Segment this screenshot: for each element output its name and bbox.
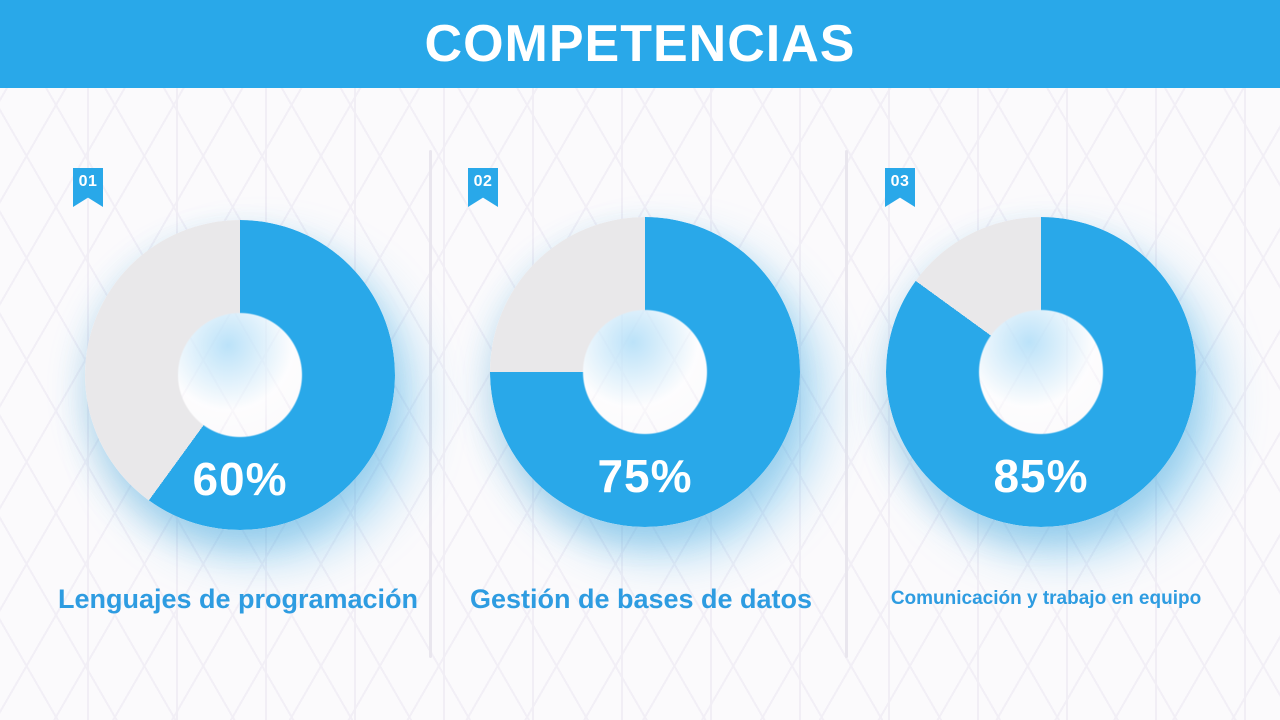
donut-chart-programming: 60% bbox=[85, 220, 395, 530]
badge-number: 02 bbox=[473, 173, 493, 190]
percent-value: 85% bbox=[993, 450, 1089, 502]
donut-chart-databases: 75% bbox=[490, 217, 800, 527]
section-label: Gestión de bases de datos bbox=[469, 584, 813, 614]
donut-chart-communication: 85% bbox=[886, 217, 1196, 527]
donut-ring bbox=[886, 217, 1196, 527]
bookmark-badge-icon: 02 bbox=[468, 168, 498, 207]
section-label: Comunicación y trabajo en equipo bbox=[890, 588, 1202, 609]
donut-ring bbox=[490, 217, 800, 527]
percent-value: 60% bbox=[192, 453, 288, 505]
page-title: COMPETENCIAS bbox=[424, 15, 856, 73]
percent-value: 75% bbox=[597, 450, 693, 502]
section-label: Lenguajes de programación bbox=[57, 584, 419, 614]
section-divider bbox=[845, 150, 848, 658]
section-divider bbox=[429, 150, 432, 658]
header-bar: COMPETENCIAS bbox=[0, 0, 1280, 88]
badge-number: 03 bbox=[890, 173, 910, 190]
badge-number: 01 bbox=[78, 173, 98, 190]
donut-ring bbox=[85, 220, 395, 530]
